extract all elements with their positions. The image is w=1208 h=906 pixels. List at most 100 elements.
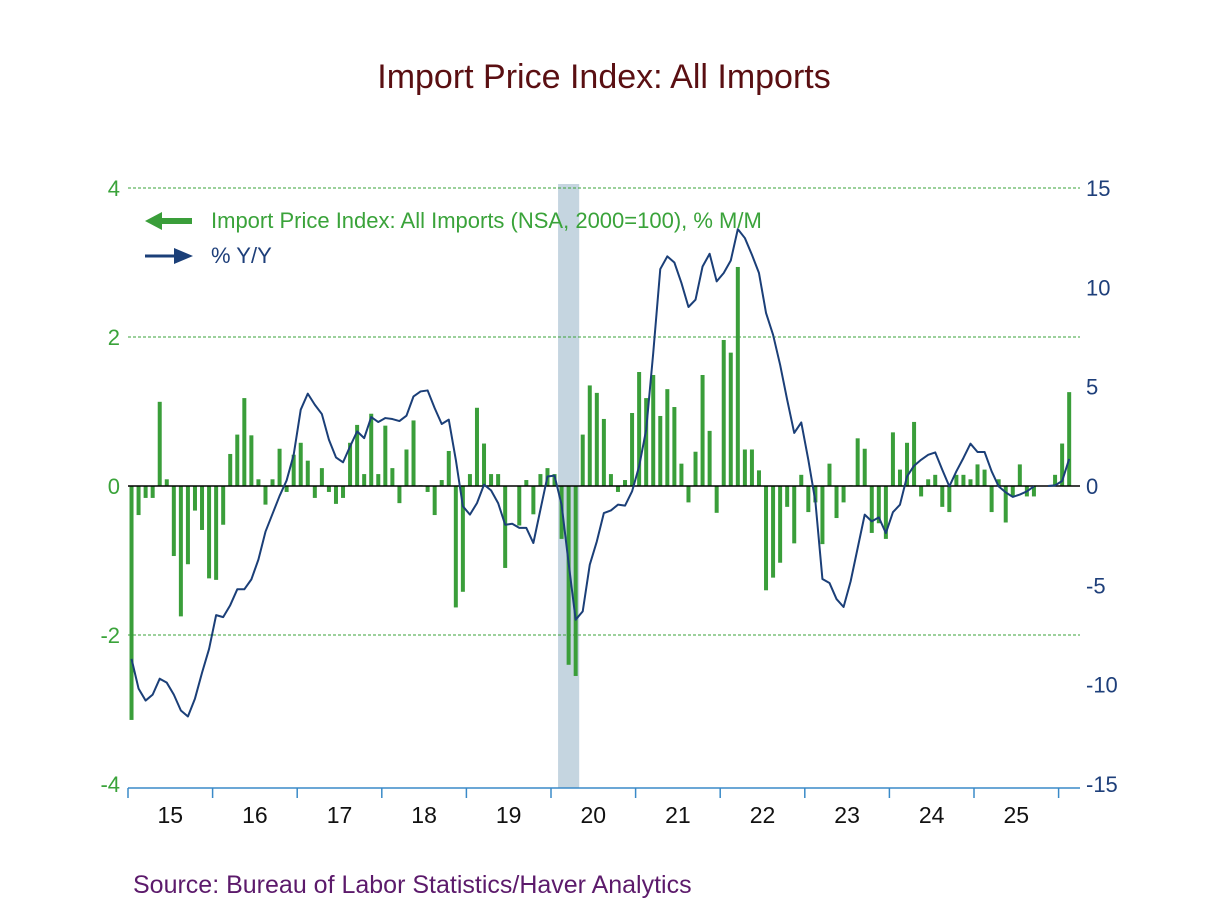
bar-mm — [467, 474, 472, 486]
bar-mm — [714, 486, 719, 513]
bar-mm — [580, 434, 585, 486]
bar-mm — [862, 448, 867, 486]
bar-mm — [439, 480, 444, 486]
bar-mm — [305, 460, 310, 486]
x-tick-label: 19 — [496, 802, 522, 828]
right-tick-label: -15 — [1086, 772, 1118, 797]
bar-mm — [270, 479, 275, 486]
right-tick-label: -10 — [1086, 673, 1118, 698]
bar-mm — [947, 486, 952, 513]
right-tick-label: 15 — [1086, 176, 1110, 201]
bar-mm — [806, 486, 811, 513]
right-axis: 15 10 5 0 -5 -10 -15 — [1086, 176, 1118, 797]
bar-mm — [143, 486, 148, 498]
bar-mm — [157, 401, 162, 486]
source-note: Source: Bureau of Labor Statistics/Haver… — [133, 871, 692, 899]
bar-mm — [728, 352, 733, 486]
bar-mm — [700, 374, 705, 486]
bar-mm — [207, 486, 212, 579]
legend-item-mm: Import Price Index: All Imports (NSA, 20… — [145, 208, 762, 233]
bar-mm — [841, 486, 846, 503]
x-tick-label: 16 — [242, 802, 268, 828]
bar-mm — [975, 464, 980, 486]
bar-mm — [503, 486, 508, 568]
bar-mm — [764, 486, 769, 591]
x-tick-label: 18 — [411, 802, 437, 828]
bar-mm — [735, 266, 740, 486]
x-tick-label: 22 — [750, 802, 776, 828]
arrow-right-icon — [174, 248, 193, 264]
bar-mm — [989, 486, 994, 513]
bar-mm — [369, 413, 374, 486]
right-tick-label: -5 — [1086, 573, 1106, 598]
bar-mm — [355, 424, 360, 486]
bar-mm — [242, 398, 247, 486]
bar-mm — [792, 486, 797, 544]
bar-mm — [954, 474, 959, 486]
bar-mm — [425, 486, 430, 492]
bar-mm — [376, 474, 381, 486]
bar-mm — [460, 486, 465, 592]
bar-mm — [214, 486, 219, 580]
bar-mm — [150, 486, 155, 498]
bar-mm — [348, 442, 353, 486]
bar-mm — [756, 470, 761, 486]
bar-mm — [834, 486, 839, 519]
bar-mm — [926, 479, 931, 486]
bar-mm — [489, 474, 494, 486]
line-yy — [130, 228, 1035, 718]
bar-mm — [171, 486, 176, 557]
bar-mm — [538, 474, 543, 486]
bar-mm — [587, 385, 592, 486]
bar-mm — [319, 468, 324, 486]
bar-mm — [298, 442, 303, 486]
bar-mm — [827, 463, 832, 486]
legend-item-yy: % Y/Y — [145, 243, 272, 268]
bar-mm — [362, 474, 367, 486]
bar-mm — [876, 486, 881, 524]
bar-mm — [897, 469, 902, 486]
bar-mm — [341, 486, 346, 498]
bar-mm — [192, 486, 197, 511]
left-tick-label: -2 — [100, 623, 120, 648]
bar-mm — [644, 398, 649, 486]
bar-mm — [890, 432, 895, 486]
bar-mm — [615, 486, 620, 492]
bar-mm — [453, 486, 458, 608]
x-tick-label: 21 — [665, 802, 691, 828]
bar-mm — [284, 486, 289, 492]
yy-line — [130, 228, 1071, 718]
bar-mm — [291, 454, 296, 486]
mm-bars — [129, 266, 1072, 720]
bar-mm — [200, 486, 205, 530]
x-tick-label: 24 — [919, 802, 945, 828]
left-tick-label: 2 — [108, 325, 120, 350]
bar-mm — [277, 448, 282, 486]
bar-mm — [940, 486, 945, 507]
legend-label-yy: % Y/Y — [211, 243, 272, 268]
bar-mm — [968, 479, 973, 486]
bar-mm — [178, 486, 183, 617]
bar-mm — [658, 415, 663, 486]
bar-mm — [721, 339, 726, 486]
bar-mm — [397, 486, 402, 504]
line-yy — [1047, 458, 1071, 487]
bar-mm — [594, 392, 599, 486]
right-tick-label: 10 — [1086, 275, 1110, 300]
bar-mm — [707, 430, 712, 486]
bar-mm — [1010, 486, 1015, 497]
bar-mm — [637, 372, 642, 486]
bar-mm — [919, 486, 924, 497]
bar-mm — [446, 450, 451, 486]
bar-mm — [933, 474, 938, 486]
bar-mm — [820, 486, 825, 545]
bar-mm — [496, 474, 501, 486]
bar-mm — [249, 435, 254, 486]
bar-mm — [912, 421, 917, 486]
bar-mm — [411, 420, 416, 486]
bar-mm — [651, 374, 656, 486]
bar-mm — [608, 474, 613, 486]
bar-mm — [961, 474, 966, 486]
left-tick-label: -4 — [100, 772, 120, 797]
